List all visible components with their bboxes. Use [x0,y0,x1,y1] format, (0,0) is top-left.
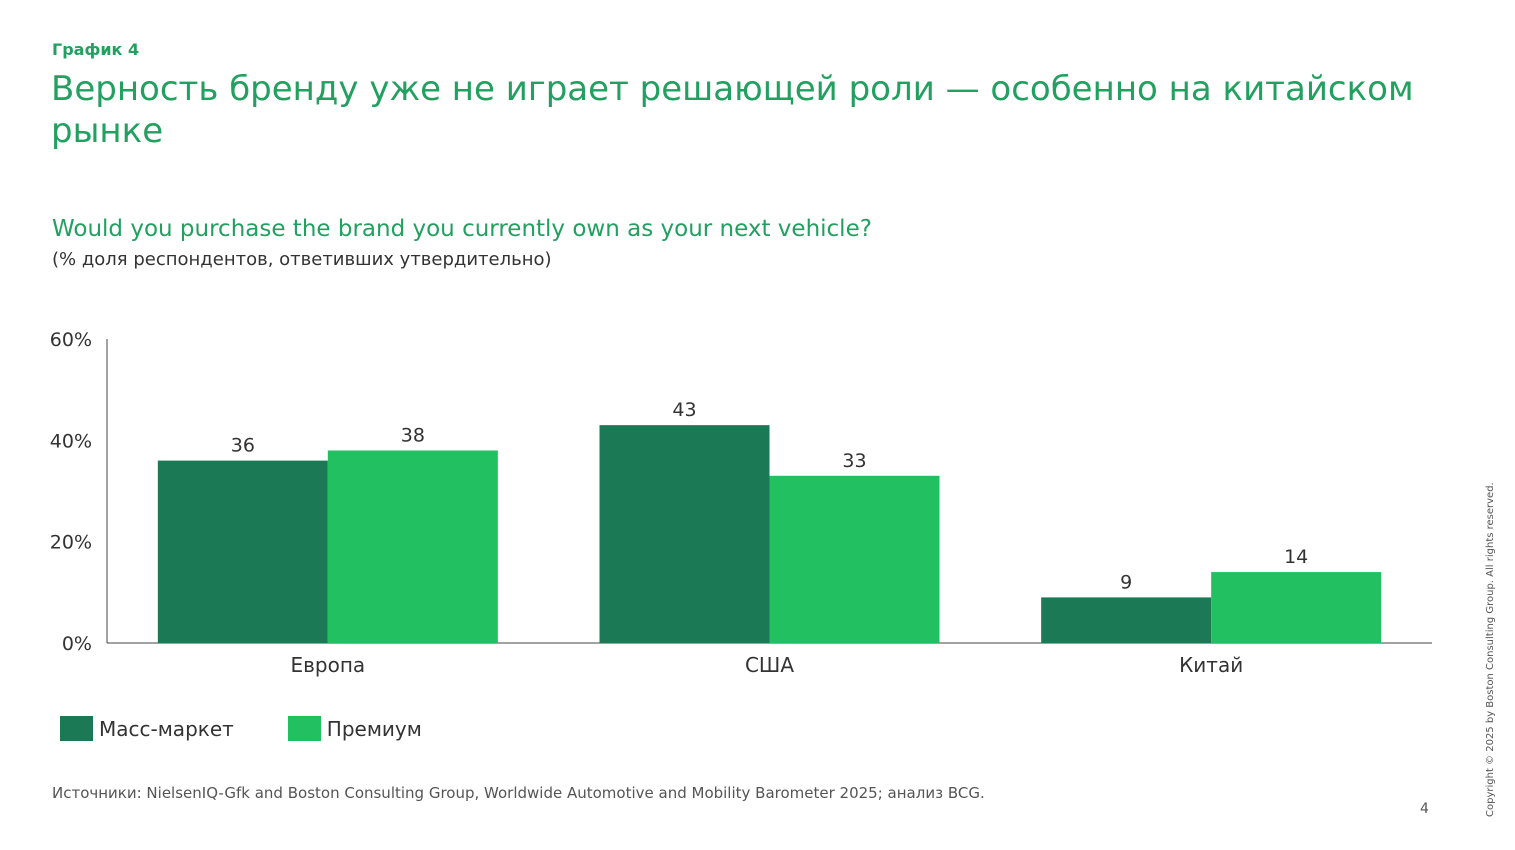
page-title: Верность бренду уже не играет решающей р… [51,69,1414,151]
bar [769,475,940,643]
bar [157,460,328,643]
legend-item-mass-market: Масс-маркет [60,716,234,741]
copyright-notice: Copyright © 2025 by Boston Consulting Gr… [1485,482,1496,817]
data-label: 33 [842,450,866,472]
source-note: Источники: NielsenIQ-Gfk and Boston Cons… [52,784,985,802]
y-tick-label: 20% [50,532,92,554]
legend-swatch-mass-market [60,716,93,741]
chart-legend: Масс-маркет Премиум [60,716,476,741]
data-label: 14 [1284,546,1308,568]
y-tick-label: 40% [50,430,92,452]
x-tick-label: США [745,653,794,677]
page-number: 4 [1420,801,1429,817]
x-tick-label: Европа [290,653,365,677]
bar [327,450,498,643]
data-label: 38 [401,424,425,446]
x-tick-label: Китай [1179,653,1243,677]
legend-swatch-premium [287,716,321,741]
exhibit-label: График 4 [52,40,140,59]
data-label: 9 [1120,571,1132,593]
legend-item-premium: Премиум [287,716,422,741]
y-tick-label: 0% [62,633,92,655]
legend-label-premium: Премиум [326,716,422,741]
data-label: 43 [672,399,696,421]
chart-subtitle: Would you purchase the brand you current… [52,216,872,242]
y-tick-label: 60% [50,329,92,351]
data-label: 36 [231,435,255,457]
bar [1211,572,1382,643]
bar [1041,597,1212,643]
chart-unit-note: (% доля респондентов, ответивших утверди… [52,249,552,270]
legend-label-mass-market: Масс-маркет [99,716,234,741]
bar [599,425,770,643]
